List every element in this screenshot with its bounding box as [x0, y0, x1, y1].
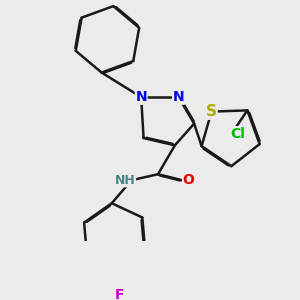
Text: N: N [173, 90, 184, 104]
Text: O: O [183, 173, 194, 187]
Text: F: F [115, 288, 124, 300]
Text: Cl: Cl [231, 127, 245, 141]
Text: N: N [135, 90, 147, 104]
Text: NH: NH [115, 174, 136, 187]
Text: S: S [206, 104, 217, 119]
